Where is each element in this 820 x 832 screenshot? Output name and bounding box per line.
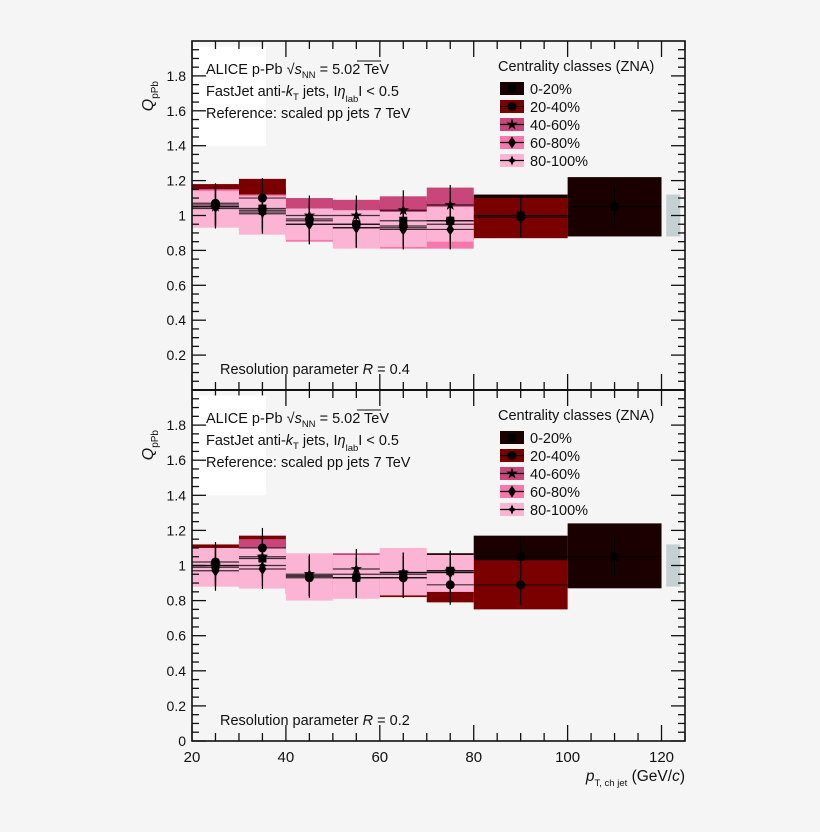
legend-label: 60-80% (530, 136, 580, 152)
cross-marker (445, 219, 456, 230)
legend-entry-40-60: 40-60% (500, 467, 580, 483)
y-tick-label: 0.6 (167, 628, 187, 644)
legend-label: 0-20% (530, 82, 572, 98)
annotation-resolution-parameter: Resolution parameter R = 0.2 (220, 713, 410, 729)
panel-bottom-r02: 0.2 0.4 0.6 0.8 1 1.2 1.4 1.6 1.8 QpPb ALICE p-Pb … (140, 395, 686, 742)
y-tick-label: 1.8 (167, 417, 187, 433)
annotation-alice-energy: ALICE p-Pb √sNN = 5.02 TeV (206, 411, 389, 430)
cross-marker (351, 569, 362, 580)
cross-marker (257, 208, 268, 219)
x-tick-label: 60 (371, 749, 388, 766)
annotation-fastjet: FastJet anti-kT jets, IηlabI < 0.5 (206, 433, 399, 454)
legend-cross-marker (507, 155, 517, 166)
annotation-backdrop (193, 46, 266, 146)
cross-marker (445, 567, 456, 578)
series-points-80-100 (192, 545, 474, 597)
cross-marker (304, 571, 315, 582)
cross-marker (210, 562, 221, 573)
square-marker (610, 552, 619, 561)
annotation-reference: Reference: scaled pp jets 7 TeV (206, 455, 411, 471)
legend-title: Centrality classes (ZNA) (498, 408, 654, 424)
legend-entry-60-80: 60-80% (500, 485, 580, 501)
legend-diamond-marker (508, 136, 516, 149)
y-axis-label: QpPb (140, 81, 161, 112)
legend-entry-0-20: 0-20% (500, 431, 572, 447)
legend-label: 40-60% (530, 467, 580, 483)
y-tick-label: 1.4 (167, 138, 187, 154)
legend-star-marker (506, 118, 518, 130)
y-tick-label: 1 (178, 208, 186, 224)
legend-entry-40-60: 40-60% (500, 118, 580, 134)
legend-label: 20-40% (530, 100, 580, 116)
legend-entry-80-100: 80-100% (500, 503, 588, 519)
y-tick-label: 0.2 (167, 698, 187, 714)
y-tick-label: 1.6 (167, 452, 187, 468)
annotation-resolution-parameter: Resolution parameter R = 0.4 (220, 362, 410, 378)
y-tick-label: 1 (178, 558, 186, 574)
y-tick-label: 1.4 (167, 487, 187, 503)
legend-entry-20-40: 20-40% (500, 449, 580, 465)
x-tick-label: 80 (465, 749, 482, 766)
series-points-80-100 (192, 188, 474, 248)
annotation-backdrop (193, 395, 266, 496)
legend-star-marker (506, 467, 518, 479)
x-tick-label: 40 (278, 749, 295, 766)
cross-marker (398, 567, 409, 578)
legend-entry-60-80: 60-80% (500, 136, 580, 152)
y-tick-label: 0.6 (167, 277, 187, 293)
legend-label: 80-100% (530, 503, 588, 519)
y-tick-label: 1.2 (167, 522, 187, 538)
y-tick-label: 0.8 (167, 593, 187, 609)
y-tick-label: 1.2 (167, 173, 187, 189)
legend-label: 80-100% (530, 154, 588, 170)
annotation-reference: Reference: scaled pp jets 7 TeV (206, 106, 411, 122)
annotation-alice-energy: ALICE p-Pb √sNN = 5.02 TeV (206, 62, 389, 81)
y-axis-label: QpPb (140, 430, 161, 461)
x-tick-label: 120 (649, 749, 674, 766)
y-tick-label-zero: 0 (178, 733, 186, 749)
y-tick-label: 0.2 (167, 347, 187, 363)
legend-label: 40-60% (530, 118, 580, 134)
legend-entry-0-20: 0-20% (500, 82, 572, 98)
legend-title: Centrality classes (ZNA) (498, 59, 654, 75)
legend-label: 20-40% (530, 449, 580, 465)
x-tick-label: 100 (555, 749, 580, 766)
legend-entry-20-40: 20-40% (500, 100, 580, 116)
x-tick-label: 20 (184, 749, 201, 766)
y-tick-label: 0.4 (167, 312, 187, 328)
cross-marker (398, 222, 409, 233)
annotation-fastjet: FastJet anti-kT jets, IηlabI < 0.5 (206, 84, 399, 105)
panel-top-r04: 0.2 0.4 0.6 0.8 1 1.2 1.4 1.6 1.8 QpPb ALICE p-Pb … (140, 41, 686, 406)
circle-marker (516, 212, 526, 222)
legend-square-marker (508, 433, 516, 442)
legend-label: 60-80% (530, 485, 580, 501)
legend: Centrality classes (ZNA) 0-20% 20-40% 40-60… (498, 408, 654, 519)
square-marker (610, 202, 619, 211)
y-tick-label: 0.8 (167, 242, 187, 258)
legend-entry-80-100: 80-100% (500, 154, 588, 170)
y-tick-label: 1.8 (167, 68, 187, 84)
y-tick-label: 0.4 (167, 663, 187, 679)
axes-common: 020 40 60 80 100 120 pT, ch jet (GeV/c) (178, 40, 686, 789)
circle-marker (516, 580, 526, 590)
y-tick-label: 1.6 (167, 103, 187, 119)
legend-square-marker (508, 84, 516, 93)
legend-label: 0-20% (530, 431, 572, 447)
legend-circle-marker (507, 451, 517, 460)
x-axis-label: pT, ch jet (GeV/c) (585, 768, 685, 789)
legend: Centrality classes (ZNA) 0-20% 20-40% 40-60… (498, 59, 654, 170)
cross-marker (351, 222, 362, 233)
square-marker (516, 552, 525, 561)
cross-marker (304, 219, 315, 230)
cross-marker (210, 203, 221, 214)
cross-marker (257, 560, 268, 571)
legend-cross-marker (507, 504, 517, 515)
legend-diamond-marker (508, 485, 516, 498)
legend-circle-marker (507, 102, 517, 111)
